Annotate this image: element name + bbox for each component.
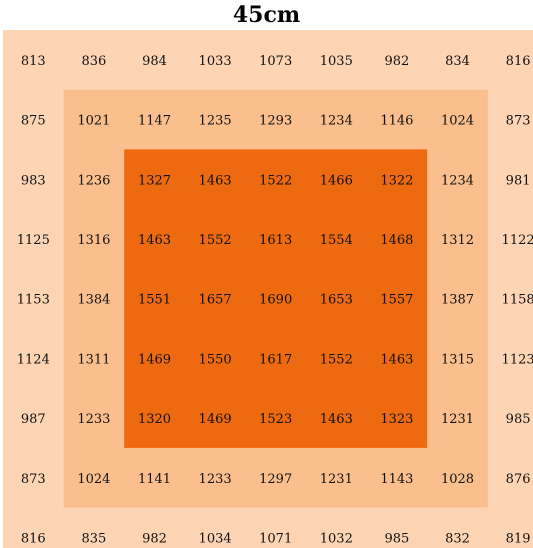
cell-value-r1-c7: 1024 xyxy=(441,114,474,129)
cell-value-r2-c8: 981 xyxy=(506,173,531,188)
cell-value-r6-c6: 1323 xyxy=(380,412,413,427)
cell-value-r0-c1: 836 xyxy=(81,54,106,69)
cell-value-r0-c6: 982 xyxy=(384,54,409,69)
cell-value-r8-c2: 982 xyxy=(142,531,167,546)
cell-value-r7-c5: 1231 xyxy=(320,472,353,487)
cell-value-r4-c1: 1384 xyxy=(77,293,110,308)
cell-value-r3-c6: 1468 xyxy=(380,233,413,248)
cell-value-r7-c0: 873 xyxy=(21,472,46,487)
cell-value-r5-c6: 1463 xyxy=(380,352,413,367)
cell-value-r3-c3: 1552 xyxy=(199,233,232,248)
cell-value-r6-c8: 985 xyxy=(506,412,531,427)
cell-value-r5-c8: 1123 xyxy=(502,352,533,367)
cell-value-r4-c6: 1557 xyxy=(380,293,413,308)
cell-value-r2-c5: 1466 xyxy=(320,173,353,188)
cell-value-r4-c7: 1387 xyxy=(441,293,474,308)
cell-value-r6-c7: 1231 xyxy=(441,412,474,427)
cell-value-r7-c2: 1141 xyxy=(138,472,171,487)
cell-value-r0-c7: 834 xyxy=(445,54,470,69)
cell-value-r7-c3: 1233 xyxy=(199,472,232,487)
cell-value-r1-c3: 1235 xyxy=(199,114,232,129)
cell-value-r5-c5: 1552 xyxy=(320,352,353,367)
cell-value-r8-c3: 1034 xyxy=(199,531,232,546)
cell-value-r5-c1: 1311 xyxy=(77,352,110,367)
cell-value-r6-c2: 1320 xyxy=(138,412,171,427)
cell-value-r8-c7: 832 xyxy=(445,531,470,546)
cell-value-r2-c4: 1522 xyxy=(259,173,292,188)
cell-value-r8-c0: 816 xyxy=(21,531,46,546)
cell-value-r0-c4: 1073 xyxy=(259,54,292,69)
cell-value-r0-c8: 816 xyxy=(506,54,531,69)
cell-value-r6-c3: 1469 xyxy=(199,412,232,427)
cell-value-r3-c5: 1554 xyxy=(320,233,353,248)
cell-value-r2-c6: 1322 xyxy=(380,173,413,188)
cell-value-r5-c3: 1550 xyxy=(199,352,232,367)
cell-value-r3-c0: 1125 xyxy=(17,233,50,248)
cell-value-r8-c8: 819 xyxy=(506,531,531,546)
cell-value-r2-c7: 1234 xyxy=(441,173,474,188)
cell-value-r6-c1: 1233 xyxy=(77,412,110,427)
cell-value-r3-c4: 1613 xyxy=(259,233,292,248)
cell-value-r0-c2: 984 xyxy=(142,54,167,69)
cell-value-r4-c4: 1690 xyxy=(259,293,292,308)
cell-value-r3-c2: 1463 xyxy=(138,233,171,248)
cell-value-r1-c0: 875 xyxy=(21,114,46,129)
cell-value-r3-c1: 1316 xyxy=(77,233,110,248)
cell-value-r2-c0: 983 xyxy=(21,173,46,188)
cell-value-r8-c1: 835 xyxy=(81,531,106,546)
cell-value-r4-c2: 1551 xyxy=(138,293,171,308)
cell-value-r1-c1: 1021 xyxy=(77,114,110,129)
cell-value-r0-c5: 1035 xyxy=(320,54,353,69)
inner-zone xyxy=(124,149,428,448)
cell-value-r3-c7: 1312 xyxy=(441,233,474,248)
cell-value-r0-c3: 1033 xyxy=(199,54,232,69)
cell-value-r1-c6: 1146 xyxy=(380,114,413,129)
cell-value-r7-c8: 876 xyxy=(506,472,531,487)
cell-value-r7-c1: 1024 xyxy=(77,472,110,487)
cell-value-r8-c5: 1032 xyxy=(320,531,353,546)
cell-value-r2-c3: 1463 xyxy=(199,173,232,188)
cell-value-r4-c3: 1657 xyxy=(199,293,232,308)
cell-value-r4-c8: 1158 xyxy=(502,293,533,308)
cell-value-r8-c4: 1071 xyxy=(259,531,292,546)
cell-value-r5-c4: 1617 xyxy=(259,352,292,367)
chart-title: 45cm xyxy=(232,2,301,28)
cell-value-r1-c2: 1147 xyxy=(138,114,171,129)
cell-value-r2-c2: 1327 xyxy=(138,173,171,188)
cell-value-r3-c8: 1122 xyxy=(502,233,533,248)
cell-value-r6-c4: 1523 xyxy=(259,412,292,427)
cell-value-r5-c2: 1469 xyxy=(138,352,171,367)
cell-value-r1-c5: 1234 xyxy=(320,114,353,129)
cell-value-r8-c6: 985 xyxy=(384,531,409,546)
cell-value-r1-c4: 1293 xyxy=(259,114,292,129)
cell-value-r7-c6: 1143 xyxy=(380,472,413,487)
cell-value-r5-c7: 1315 xyxy=(441,352,474,367)
cell-value-r0-c0: 813 xyxy=(21,54,46,69)
cell-value-r4-c5: 1653 xyxy=(320,293,353,308)
cell-value-r4-c0: 1153 xyxy=(17,293,50,308)
cell-value-r6-c5: 1463 xyxy=(320,412,353,427)
cell-value-r2-c1: 1236 xyxy=(77,173,110,188)
cell-value-r7-c4: 1297 xyxy=(259,472,292,487)
cell-value-r5-c0: 1124 xyxy=(17,352,50,367)
cell-value-r6-c0: 987 xyxy=(21,412,46,427)
cell-value-r1-c8: 873 xyxy=(506,114,531,129)
cell-value-r7-c7: 1028 xyxy=(441,472,474,487)
